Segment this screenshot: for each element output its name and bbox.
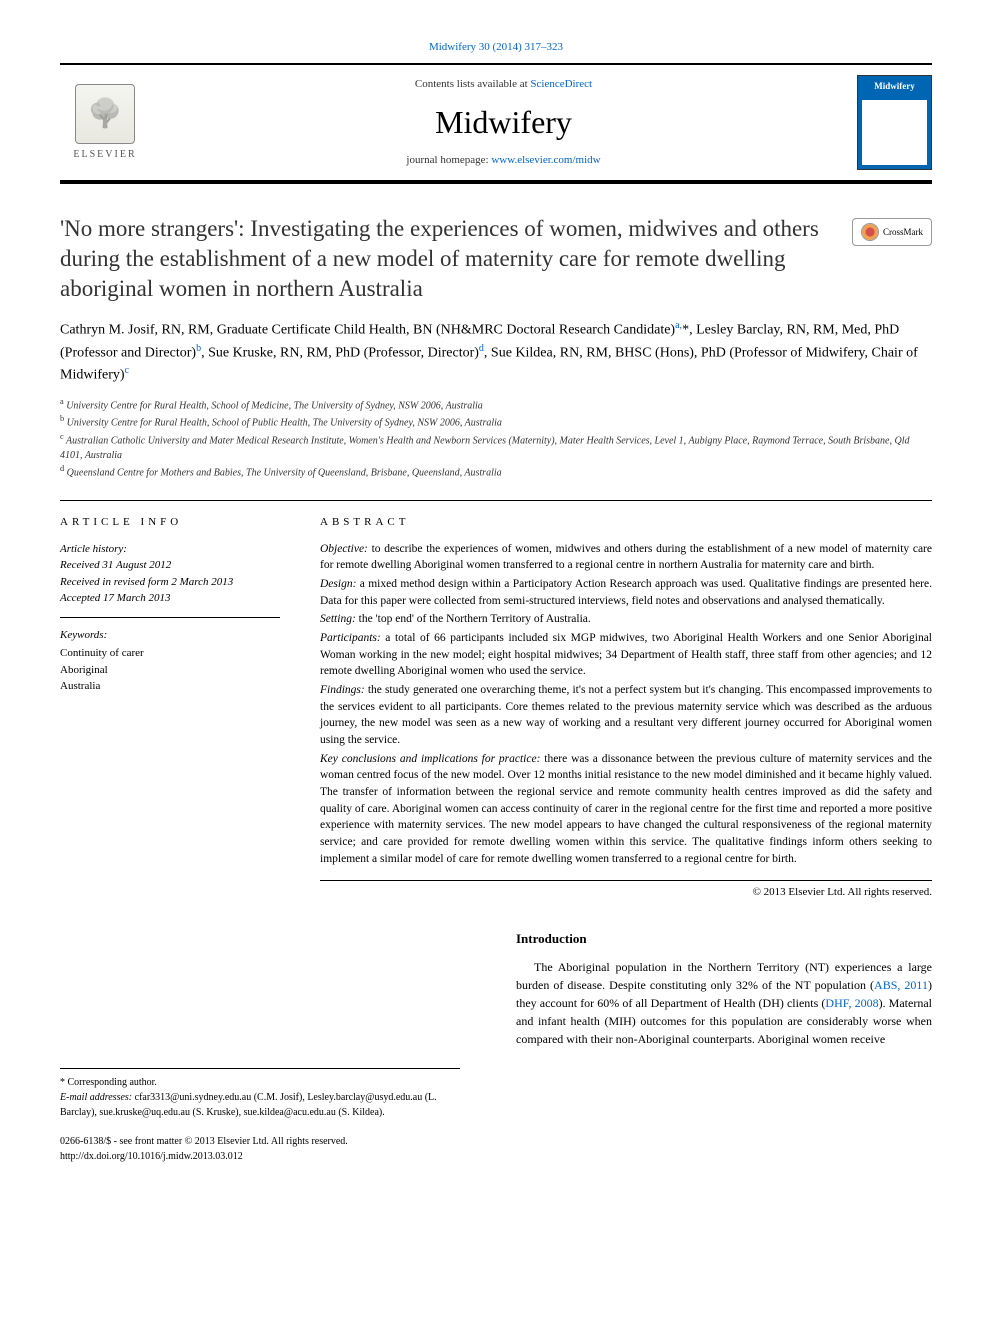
affiliation-item: b University Centre for Rural Health, Sc… — [60, 413, 932, 430]
abstract-segment-text: a mixed method design within a Participa… — [320, 578, 932, 607]
abstract-segment-text: the 'top end' of the Northern Territory … — [356, 613, 591, 625]
publisher-logo: ELSEVIER — [60, 78, 150, 168]
publisher-name: ELSEVIER — [73, 148, 136, 162]
abstract-heading: ABSTRACT — [320, 515, 932, 530]
elsevier-tree-icon — [75, 84, 135, 144]
cover-thumb-title: Midwifery — [858, 76, 931, 97]
keyword-item: Aboriginal — [60, 662, 280, 679]
abstract-segment-text: there was a dissonance between the previ… — [320, 753, 932, 865]
abstract-segment: Findings: the study generated one overar… — [320, 682, 932, 749]
abstract-body: Objective: to describe the experiences o… — [320, 541, 932, 881]
keyword-item: Continuity of carer — [60, 645, 280, 662]
abstract-segment-text: the study generated one overarching them… — [320, 684, 932, 746]
abstract-segment-text: a total of 66 participants included six … — [320, 632, 932, 677]
crossmark-badge[interactable]: CrossMark — [852, 218, 932, 246]
abstract-copyright: © 2013 Elsevier Ltd. All rights reserved… — [320, 885, 932, 900]
author-list: Cathryn M. Josif, RN, RM, Graduate Certi… — [60, 318, 932, 386]
abstract-segment: Key conclusions and implications for pra… — [320, 751, 932, 868]
contents-available-line: Contents lists available at ScienceDirec… — [150, 77, 857, 92]
affiliation-item: d Queensland Centre for Mothers and Babi… — [60, 463, 932, 480]
history-accepted: Accepted 17 March 2013 — [60, 590, 280, 607]
sciencedirect-link[interactable]: ScienceDirect — [530, 78, 592, 90]
crossmark-label: CrossMark — [883, 226, 923, 239]
doi-line: http://dx.doi.org/10.1016/j.midw.2013.03… — [60, 1149, 460, 1164]
abstract-segment-label: Setting: — [320, 613, 356, 625]
abstract-segment: Objective: to describe the experiences o… — [320, 541, 932, 574]
abstract-segment-label: Key conclusions and implications for pra… — [320, 753, 540, 765]
article-title: 'No more strangers': Investigating the e… — [60, 214, 832, 304]
journal-header-band: ELSEVIER Contents lists available at Sci… — [60, 63, 932, 184]
issn-copyright-line: 0266-6138/$ - see front matter © 2013 El… — [60, 1134, 460, 1149]
history-label: Article history: — [60, 541, 280, 558]
keywords-label: Keywords: — [60, 628, 280, 643]
abstract-segment-text: to describe the experiences of women, mi… — [320, 543, 932, 572]
journal-homepage-line: journal homepage: www.elsevier.com/midw — [150, 153, 857, 168]
homepage-prefix: journal homepage: — [406, 154, 491, 166]
contents-prefix: Contents lists available at — [415, 78, 530, 90]
introduction-heading: Introduction — [496, 930, 932, 948]
introduction-body: The Aboriginal population in the Norther… — [496, 958, 932, 1048]
affiliation-item: c Australian Catholic University and Mat… — [60, 431, 932, 463]
corresponding-author-block: * Corresponding author. E-mail addresses… — [60, 1068, 460, 1164]
journal-homepage-link[interactable]: www.elsevier.com/midw — [491, 154, 600, 166]
citation-link[interactable]: Midwifery 30 (2014) 317–323 — [429, 41, 563, 53]
abstract-segment-label: Findings: — [320, 684, 365, 696]
article-info-heading: ARTICLE INFO — [60, 515, 280, 530]
abstract-segment: Design: a mixed method design within a P… — [320, 576, 932, 609]
email-addresses-label: E-mail addresses: — [60, 1092, 132, 1103]
journal-citation: Midwifery 30 (2014) 317–323 — [60, 40, 932, 55]
affiliation-item: a University Centre for Rural Health, Sc… — [60, 396, 932, 413]
article-history: Article history: Received 31 August 2012… — [60, 541, 280, 618]
history-revised: Received in revised form 2 March 2013 — [60, 574, 280, 591]
abstract-segment: Setting: the 'top end' of the Northern T… — [320, 611, 932, 628]
affiliations-list: a University Centre for Rural Health, Sc… — [60, 396, 932, 480]
history-received: Received 31 August 2012 — [60, 557, 280, 574]
abstract-segment: Participants: a total of 66 participants… — [320, 630, 932, 680]
abstract-segment-label: Objective: — [320, 543, 368, 555]
corresponding-label: * Corresponding author. — [60, 1075, 460, 1090]
keywords-list: Continuity of carerAboriginalAustralia — [60, 645, 280, 695]
abstract-segment-label: Design: — [320, 578, 356, 590]
crossmark-icon — [861, 223, 879, 241]
keyword-item: Australia — [60, 678, 280, 695]
journal-title: Midwifery — [150, 100, 857, 145]
abstract-segment-label: Participants: — [320, 632, 381, 644]
journal-cover-thumbnail: Midwifery — [857, 75, 932, 170]
